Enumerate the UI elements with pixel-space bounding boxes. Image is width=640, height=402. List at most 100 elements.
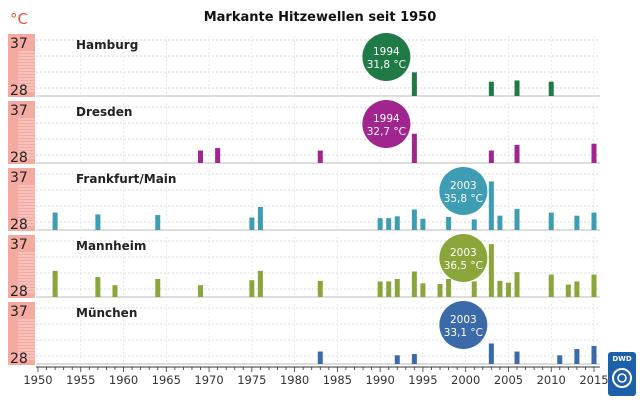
record-badge bbox=[362, 33, 411, 81]
dwd-logo: DWD bbox=[608, 352, 636, 396]
bar bbox=[249, 217, 255, 230]
y-tick-label: 37 bbox=[10, 237, 28, 253]
bar bbox=[591, 274, 597, 297]
dwd-logo-icon bbox=[612, 368, 632, 388]
unit-label: °C bbox=[10, 10, 28, 28]
bar bbox=[548, 212, 554, 230]
x-axis: 1950 1955 1960 1965 1970 1975 1980 1985 1990 1995… bbox=[23, 366, 609, 387]
bar bbox=[386, 218, 392, 230]
bar bbox=[471, 281, 477, 297]
bar bbox=[557, 355, 563, 364]
dwd-logo-label: DWD bbox=[612, 355, 632, 363]
bar bbox=[514, 80, 520, 96]
record-year: 1994 bbox=[373, 113, 400, 125]
record-badge bbox=[439, 301, 488, 349]
x-tick-label: 2010 bbox=[537, 373, 566, 387]
city-label: Dresden bbox=[76, 105, 132, 119]
bar bbox=[257, 270, 263, 297]
temperature-scale-strip bbox=[8, 168, 35, 231]
record-value: 36,5 °C bbox=[444, 260, 483, 272]
temperature-scale-strip bbox=[8, 302, 35, 365]
bar bbox=[420, 283, 426, 297]
x-tick-label: 1960 bbox=[109, 373, 138, 387]
bar bbox=[52, 270, 58, 297]
bar bbox=[386, 281, 392, 297]
y-tick-label: 37 bbox=[10, 304, 28, 320]
y-tick-label: 28 bbox=[10, 351, 28, 367]
bar bbox=[52, 212, 58, 230]
y-tick-label: 28 bbox=[10, 83, 28, 99]
bar bbox=[394, 278, 400, 297]
bar bbox=[548, 274, 554, 297]
bar bbox=[420, 218, 426, 230]
x-tick-label: 2000 bbox=[451, 373, 480, 387]
x-tick-label: 1990 bbox=[366, 373, 395, 387]
bar bbox=[411, 209, 417, 230]
record-value: 31,8 °C bbox=[367, 59, 406, 71]
bar bbox=[317, 150, 323, 163]
bar bbox=[394, 216, 400, 230]
y-tick-label: 37 bbox=[10, 170, 28, 186]
city-label: Hamburg bbox=[76, 38, 138, 52]
bar bbox=[394, 355, 400, 364]
record-value: 33,1 °C bbox=[444, 327, 483, 339]
bar bbox=[411, 72, 417, 96]
bar bbox=[155, 278, 161, 297]
bar bbox=[155, 215, 161, 230]
x-tick-label: 1995 bbox=[408, 373, 437, 387]
bar bbox=[446, 216, 452, 230]
bar bbox=[112, 285, 118, 297]
y-tick-label: 37 bbox=[10, 36, 28, 52]
record-value: 32,7 °C bbox=[367, 126, 406, 138]
bar bbox=[591, 143, 597, 163]
bar bbox=[95, 214, 101, 230]
x-tick-label: 1970 bbox=[194, 373, 223, 387]
bar bbox=[565, 284, 571, 297]
city-label: Mannheim bbox=[76, 239, 146, 253]
y-tick-label: 28 bbox=[10, 217, 28, 233]
bar bbox=[488, 81, 494, 96]
bar bbox=[591, 212, 597, 230]
y-tick-label: 28 bbox=[10, 150, 28, 166]
bar bbox=[497, 215, 503, 230]
bar bbox=[488, 244, 494, 297]
y-tick-label: 37 bbox=[10, 103, 28, 119]
bar bbox=[574, 349, 580, 364]
bar bbox=[411, 354, 417, 364]
bar bbox=[411, 271, 417, 297]
city-label: Frankfurt/Main bbox=[76, 172, 176, 186]
bar bbox=[488, 181, 494, 230]
bar bbox=[257, 206, 263, 230]
x-tick-label: 1950 bbox=[23, 373, 52, 387]
x-tick-label: 2005 bbox=[494, 373, 523, 387]
record-badge bbox=[439, 167, 488, 215]
bar bbox=[198, 150, 204, 163]
bar bbox=[548, 81, 554, 96]
bar bbox=[505, 282, 511, 297]
x-tick-label: 1975 bbox=[237, 373, 266, 387]
bar bbox=[514, 351, 520, 364]
record-badge bbox=[439, 234, 488, 282]
bar bbox=[377, 281, 383, 297]
bar bbox=[591, 345, 597, 364]
bar bbox=[95, 277, 101, 297]
record-year: 2003 bbox=[450, 247, 477, 259]
temperature-scale-strip bbox=[8, 101, 35, 164]
record-year: 1994 bbox=[373, 46, 400, 58]
bar bbox=[446, 278, 452, 297]
bar bbox=[215, 148, 221, 163]
chart-title: Markante Hitzewellen seit 1950 bbox=[204, 10, 437, 25]
x-tick-label: 1955 bbox=[66, 373, 95, 387]
bar bbox=[411, 133, 417, 163]
bar bbox=[574, 281, 580, 297]
city-label: München bbox=[76, 306, 137, 320]
bar bbox=[471, 219, 477, 230]
bar bbox=[377, 218, 383, 230]
x-tick-label: 1965 bbox=[152, 373, 181, 387]
